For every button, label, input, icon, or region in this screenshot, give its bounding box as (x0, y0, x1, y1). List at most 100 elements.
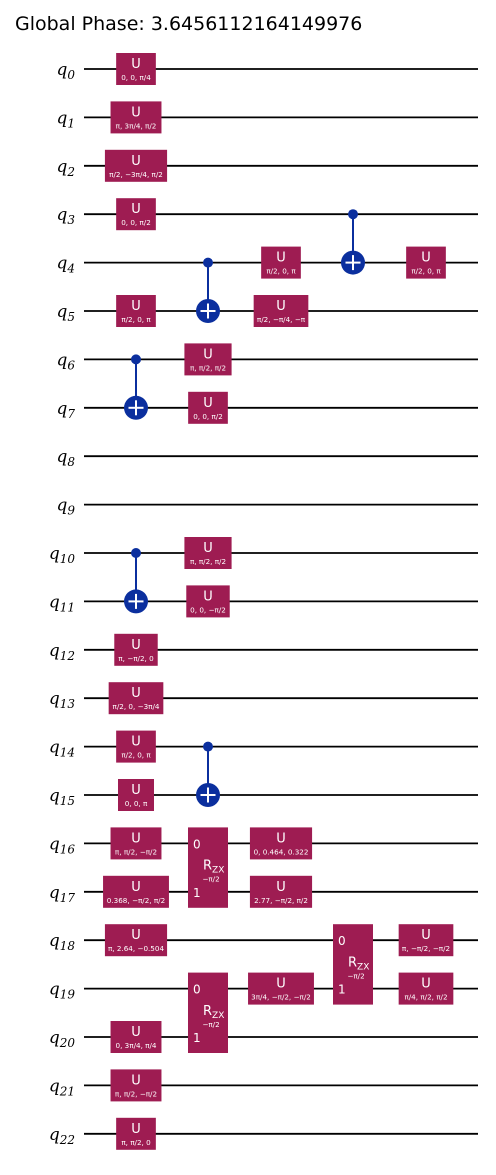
u-gate: Uπ/4, π/2, π/2 (398, 972, 454, 1005)
qubit-label-19: q19 (49, 980, 76, 1002)
u-gate-box (116, 295, 156, 327)
u-gate-box (110, 1069, 162, 1102)
u-gate-label: U (131, 1073, 141, 1088)
rzx-index-0: 0 (193, 983, 201, 997)
u-gate-params: π, π/2, π/2 (190, 557, 226, 566)
u-gate-params: π/2, 0, π (266, 267, 296, 276)
u-gate-params: π, π/2, −π/2 (115, 847, 157, 856)
u-gate-params: 0, 0, π/2 (121, 218, 151, 227)
u-gate-params: π/2, 0, π (121, 751, 151, 760)
u-gate-box (104, 149, 168, 182)
rzx-gate-param: −π/2 (202, 1020, 219, 1029)
rzx-gate-box (188, 827, 228, 908)
u-gate-label: U (131, 928, 141, 943)
u-gate-label: U (131, 880, 141, 895)
qubit-label-22: q22 (49, 1125, 75, 1147)
u-gate: U2.77, −π/2, π/2 (249, 875, 313, 908)
u-gate: U0.368, −π/2, π/2 (103, 875, 169, 908)
cx-gate (124, 354, 148, 420)
u-gate: Uπ, π/2, π/2 (184, 537, 232, 569)
u-gate-box (108, 682, 164, 715)
u-gate-params: π, 3π/4, π/2 (116, 121, 157, 130)
u-gate-box (188, 391, 228, 424)
qubit-label-15: q15 (49, 786, 75, 808)
u-gate: Uπ/2, 0, π (406, 246, 446, 279)
u-gate-box (406, 246, 446, 279)
u-gate-params: π/2, 0, −3π/4 (113, 702, 160, 711)
rzx-index-1: 1 (193, 886, 201, 900)
qubit-label-3: q3 (56, 205, 75, 227)
qubit-label-16: q16 (49, 834, 76, 856)
u-gate-label: U (276, 831, 286, 846)
qubit-label-18: q18 (49, 931, 76, 953)
rzx-index-0: 0 (338, 934, 346, 948)
u-gate: Uπ, π/2, −π/2 (110, 827, 162, 860)
u-gate-box (186, 585, 230, 618)
u-gate: Uπ, π/2, −π/2 (110, 1069, 162, 1102)
u-gate-label: U (276, 299, 286, 314)
u-gate: U0, 3π/4, π/4 (110, 1021, 162, 1053)
u-gate: Uπ, 3π/4, π/2 (110, 101, 162, 134)
u-gate: Uπ, 2.64, −0.504 (104, 924, 168, 957)
u-gate-box (248, 972, 314, 1005)
u-gate-label: U (131, 735, 141, 750)
u-gate-params: π/4, π/2, π/2 (404, 993, 447, 1002)
rzx-gate-box (333, 924, 373, 1005)
u-gate-label: U (276, 251, 286, 266)
u-gate-params: π, π/2, −π/2 (115, 1089, 157, 1098)
u-gate: Uπ/2, 0, π (261, 246, 301, 279)
u-gate-params: π/2, 0, π (121, 315, 151, 324)
gate-layer: U0, 0, π/4Uπ, 3π/4, π/2Uπ/2, −3π/4, π/2U… (103, 53, 454, 1150)
u-gate-params: π, −π/2, 0 (118, 654, 154, 663)
qubit-label-17: q17 (49, 883, 76, 905)
u-gate-params: π, π/2, 0 (121, 1138, 151, 1147)
cx-gate (341, 209, 365, 275)
u-gate-box (249, 827, 313, 860)
u-gate-params: 0, 0, π/2 (193, 412, 223, 421)
u-gate-label: U (276, 880, 286, 895)
u-gate: Uπ/2, 0, π (116, 295, 156, 327)
qubit-label-4: q4 (56, 254, 75, 276)
u-gate-params: 0, 0.464, 0.322 (254, 847, 309, 856)
u-gate-label: U (276, 977, 286, 992)
u-gate-params: π, π/2, π/2 (190, 363, 226, 372)
qubit-label-2: q2 (56, 157, 75, 179)
u-gate-label: U (131, 57, 141, 72)
u-gate-params: 0, 0, π (125, 799, 148, 808)
u-gate: Uπ/2, 0, −3π/4 (108, 682, 164, 715)
u-gate: Uπ/2, 0, π (116, 730, 156, 763)
global-phase-title: Global Phase: 3.6456112164149976 (15, 13, 362, 35)
u-gate-params: π/2, 0, π (411, 267, 441, 276)
u-gate-label: U (131, 299, 141, 314)
qubit-label-14: q14 (49, 738, 75, 760)
u-gate-params: 3π/4, −π/2, −π/2 (251, 993, 311, 1002)
u-gate-params: 2.77, −π/2, π/2 (254, 896, 308, 905)
u-gate-params: π/2, −3π/4, π/2 (109, 170, 163, 179)
u-gate-label: U (203, 541, 213, 556)
u-gate-box (114, 633, 158, 666)
u-gate: U3π/4, −π/2, −π/2 (248, 972, 314, 1005)
u-gate-label: U (203, 396, 213, 411)
qubit-label-13: q13 (49, 689, 76, 711)
u-gate-params: 0, 0, −π/2 (190, 605, 226, 614)
u-gate-label: U (131, 154, 141, 169)
qubit-label-12: q12 (49, 641, 75, 663)
u-gate-box (103, 875, 169, 908)
u-gate-params: 0.368, −π/2, π/2 (107, 896, 165, 905)
u-gate: Uπ, π/2, 0 (116, 1117, 156, 1150)
u-gate-box (398, 924, 454, 957)
cx-control-dot (348, 209, 358, 220)
qubit-label-1: q1 (56, 108, 75, 130)
u-gate-params: π/2, −π/4, −π (257, 315, 306, 324)
u-gate-box (118, 779, 154, 811)
u-gate-label: U (203, 589, 213, 604)
u-gate-box (253, 295, 309, 327)
u-gate-box (249, 875, 313, 908)
u-gate: Uπ, −π/2, −π/2 (398, 924, 454, 957)
rzx-gate-box (188, 972, 228, 1053)
u-gate-label: U (421, 251, 431, 266)
u-gate-box (398, 972, 454, 1005)
